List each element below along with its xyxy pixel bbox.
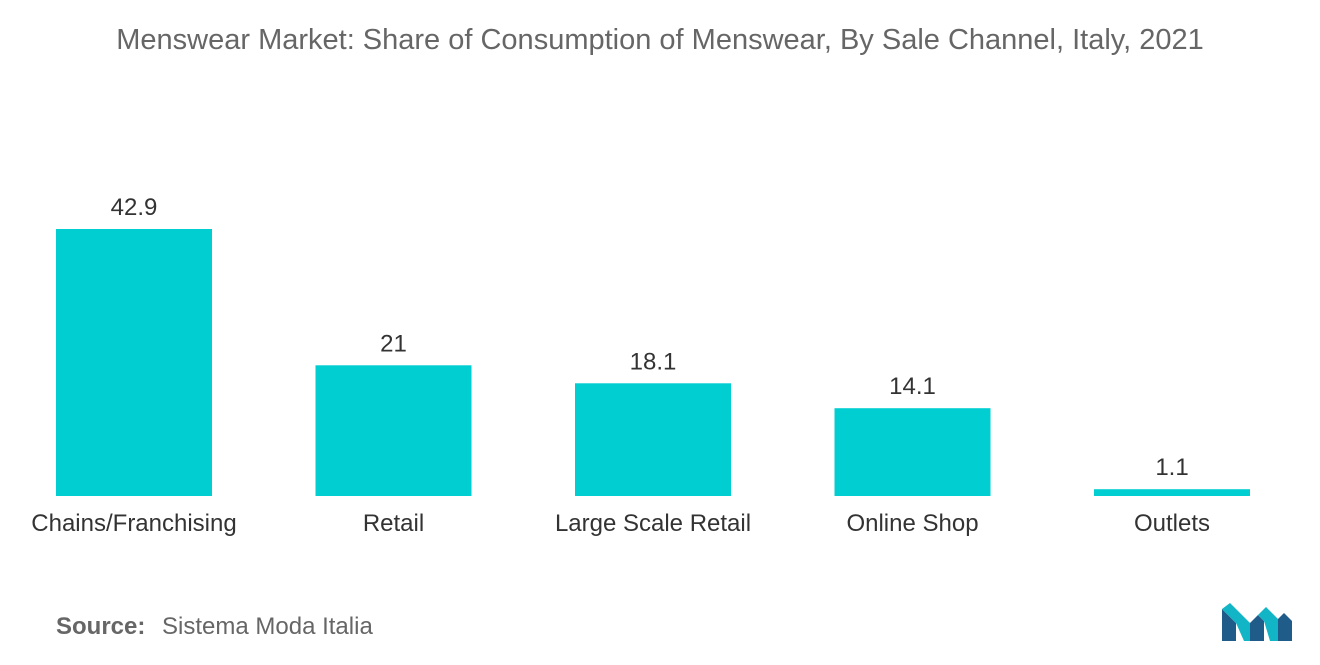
- source-label: Source:: [56, 613, 146, 640]
- bar: [56, 229, 212, 496]
- bar: [1094, 489, 1250, 496]
- bars-layer: [56, 229, 1250, 496]
- bar-value-label: 42.9: [111, 194, 158, 221]
- source-text: Sistema Moda Italia: [162, 613, 373, 640]
- category-label: Retail: [363, 510, 424, 537]
- bar-value-label: 14.1: [889, 373, 936, 400]
- bar-value-label: 21: [380, 330, 407, 357]
- category-label: Online Shop: [846, 510, 978, 537]
- chart-title: Menswear Market: Share of Consumption of…: [116, 24, 1204, 56]
- category-label: Outlets: [1134, 510, 1210, 537]
- category-label: Chains/Franchising: [31, 510, 236, 537]
- source-note: Source: Sistema Moda Italia: [56, 613, 373, 641]
- bar: [834, 408, 991, 496]
- bar-value-label: 18.1: [630, 348, 677, 375]
- mordor-intelligence-logo-icon: [1222, 603, 1292, 641]
- category-labels-layer: Chains/Franchising Retail Large Scale Reta…: [31, 510, 1210, 537]
- category-label: Large Scale Retail: [555, 510, 751, 537]
- bar-value-label: 1.1: [1155, 454, 1188, 481]
- bar: [315, 365, 472, 496]
- value-labels-layer: 42.9 21 18.1 14.1 1.1: [111, 194, 1189, 481]
- bar: [575, 383, 731, 496]
